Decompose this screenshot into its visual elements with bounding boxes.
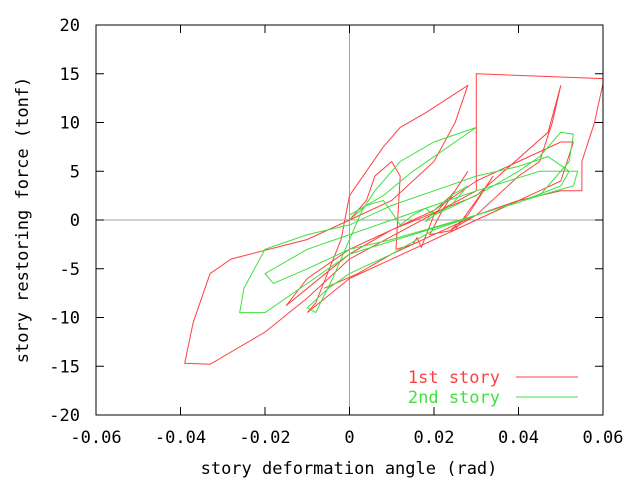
x-tick-label: 0: [344, 428, 354, 448]
x-tick-label: -0.06: [70, 428, 121, 448]
y-tick-label: 20: [60, 16, 80, 36]
x-tick-label: 0.02: [414, 428, 455, 448]
y-tick-label: 15: [60, 65, 80, 85]
y-tick-label: -20: [49, 406, 80, 426]
x-tick-label: -0.02: [239, 428, 290, 448]
y-tick-label: -5: [60, 260, 80, 280]
tick-marks: [95, 24, 604, 416]
x-tick-label: 0.04: [498, 428, 539, 448]
legend-label-1: 1st story: [408, 368, 500, 388]
y-tick-label: -10: [49, 309, 80, 329]
x-tick-labels: -0.06 -0.04 -0.02 0 0.02 0.04 0.06: [70, 428, 623, 448]
x-axis-label: story deformation angle (rad): [201, 459, 498, 479]
y-axis-label: story restoring force (tonf): [13, 77, 33, 364]
y-tick-label: 5: [70, 162, 80, 182]
series-layer: [184, 73, 604, 365]
legend-label-2: 2nd story: [408, 388, 500, 408]
series-line-2: [239, 126, 579, 314]
x-tick-label: 0.06: [583, 428, 624, 448]
y-tick-labels: -20 -15 -10 -5 0 5 10 15 20: [49, 16, 80, 426]
y-tick-label: 0: [70, 211, 80, 231]
y-tick-label: -15: [49, 357, 80, 377]
x-tick-label: -0.04: [155, 428, 206, 448]
y-tick-label: 10: [60, 114, 80, 134]
